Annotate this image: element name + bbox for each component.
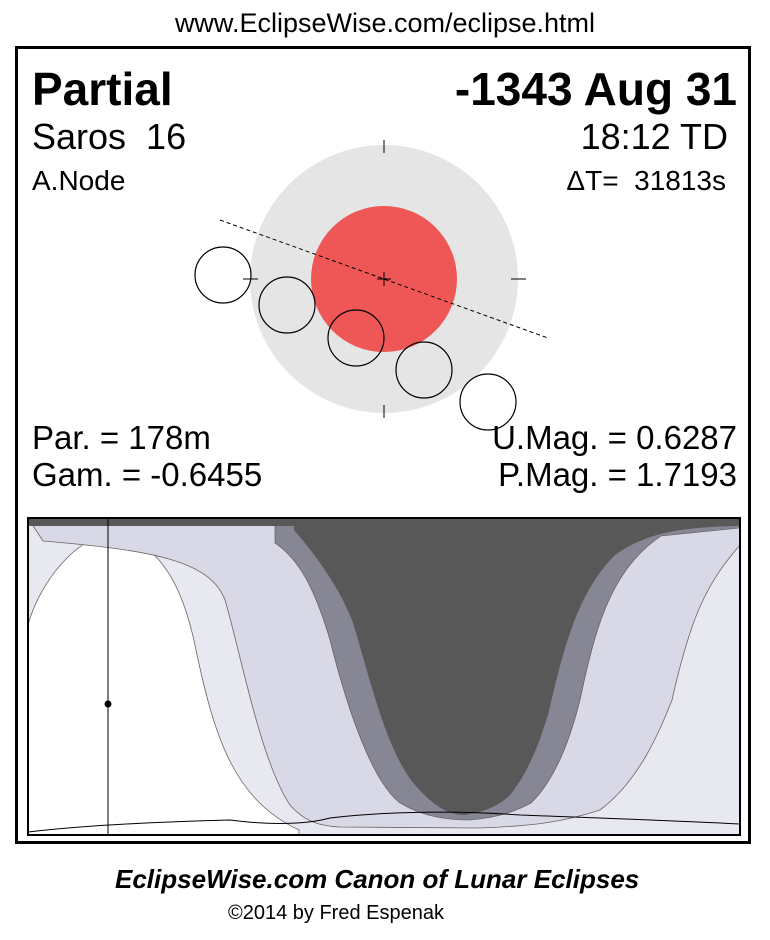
saros: Saros 16 — [32, 116, 187, 157]
umag: U.Mag. = 0.6287 — [492, 419, 737, 456]
figure-frame — [15, 46, 751, 844]
umbral-region — [294, 518, 740, 815]
footer-title: EclipseWise.com Canon of Lunar Eclipses — [115, 864, 640, 894]
no-visibility-region — [28, 535, 300, 835]
coastline-antarctica — [28, 811, 740, 833]
ecliptic-line — [219, 219, 549, 339]
map-border — [27, 517, 741, 836]
pmag: P.Mag. = 1.7193 — [498, 456, 737, 493]
time: 18:12 TD — [580, 116, 728, 157]
moon-position — [327, 309, 385, 367]
sub-lunar-point — [104, 700, 112, 708]
moon-position — [459, 373, 517, 431]
moon-position — [395, 341, 453, 399]
moon-position — [194, 246, 252, 304]
par: Par. = 178m — [32, 419, 211, 456]
eclipse-date: -1343 Aug 31 — [454, 63, 737, 115]
delta-t: ΔT= 31813s — [566, 165, 726, 196]
eclipse-type: Partial — [32, 63, 173, 115]
header-url[interactable]: www.EclipseWise.com/eclipse.html — [174, 8, 596, 38]
footer-copyright: ©2014 by Fred Espenak — [228, 902, 444, 924]
visibility-map — [28, 518, 740, 835]
gam: Gam. = -0.6455 — [32, 456, 263, 493]
arctic-dark-strip — [28, 518, 740, 526]
moon-position — [258, 276, 316, 334]
node: A.Node — [32, 165, 126, 196]
